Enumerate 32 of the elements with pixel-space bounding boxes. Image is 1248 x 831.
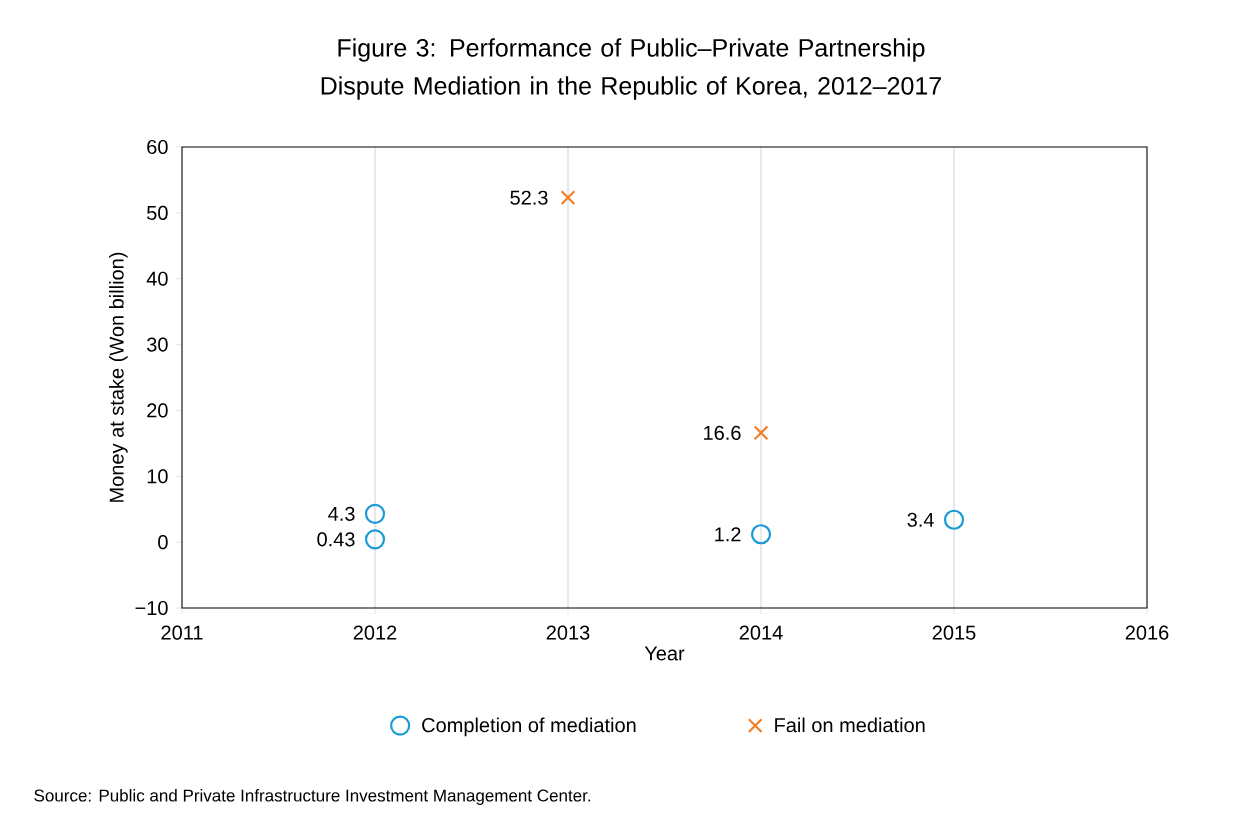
y-tick-label: 10: [147, 469, 168, 484]
y-axis-title: Money at stake (Won billion): [109, 252, 128, 502]
y-tick-label: 20: [147, 403, 168, 418]
x-tick-label: 2012: [353, 625, 397, 640]
point: [560, 190, 576, 206]
chart-title: Figure 3: Performance of Public–Private Partnership Dispute Mediation in the Republic of Korea, 2012–2017: [321, 38, 941, 100]
legend-label: Fail on mediation: [775, 717, 925, 733]
point: [364, 503, 386, 524]
point: [364, 529, 386, 550]
x-tick-label: 2011: [161, 625, 203, 640]
y-tick-label: 0: [158, 535, 168, 550]
y-tick-label: 40: [146, 271, 168, 286]
x-tick-label: 2015: [932, 625, 976, 640]
data-label: 52.3: [510, 190, 548, 205]
data-label: 4.3: [328, 506, 355, 521]
y-tick-label: 50: [147, 205, 168, 220]
point: [753, 425, 769, 441]
source-note: Source: Public and Private Infrastructure Investment Management Center.: [34, 789, 591, 805]
data-label: 3.4: [907, 512, 934, 527]
x-axis-title: Year: [644, 646, 685, 661]
x-tick-label: 2013: [546, 625, 590, 640]
legend-label: Completion of mediation: [422, 717, 636, 737]
x-tick-label: 2016: [1125, 625, 1169, 640]
y-tick-label: 30: [147, 337, 168, 352]
data-label: 0.43: [317, 532, 355, 547]
y-tick-label: −10: [135, 600, 168, 616]
y-tick-label: 60: [147, 139, 168, 155]
point: [750, 524, 772, 545]
x-tick-label: 2014: [739, 625, 783, 640]
point: [943, 509, 965, 530]
data-label: 1.2: [715, 527, 741, 542]
data-label: 16.6: [704, 425, 741, 440]
